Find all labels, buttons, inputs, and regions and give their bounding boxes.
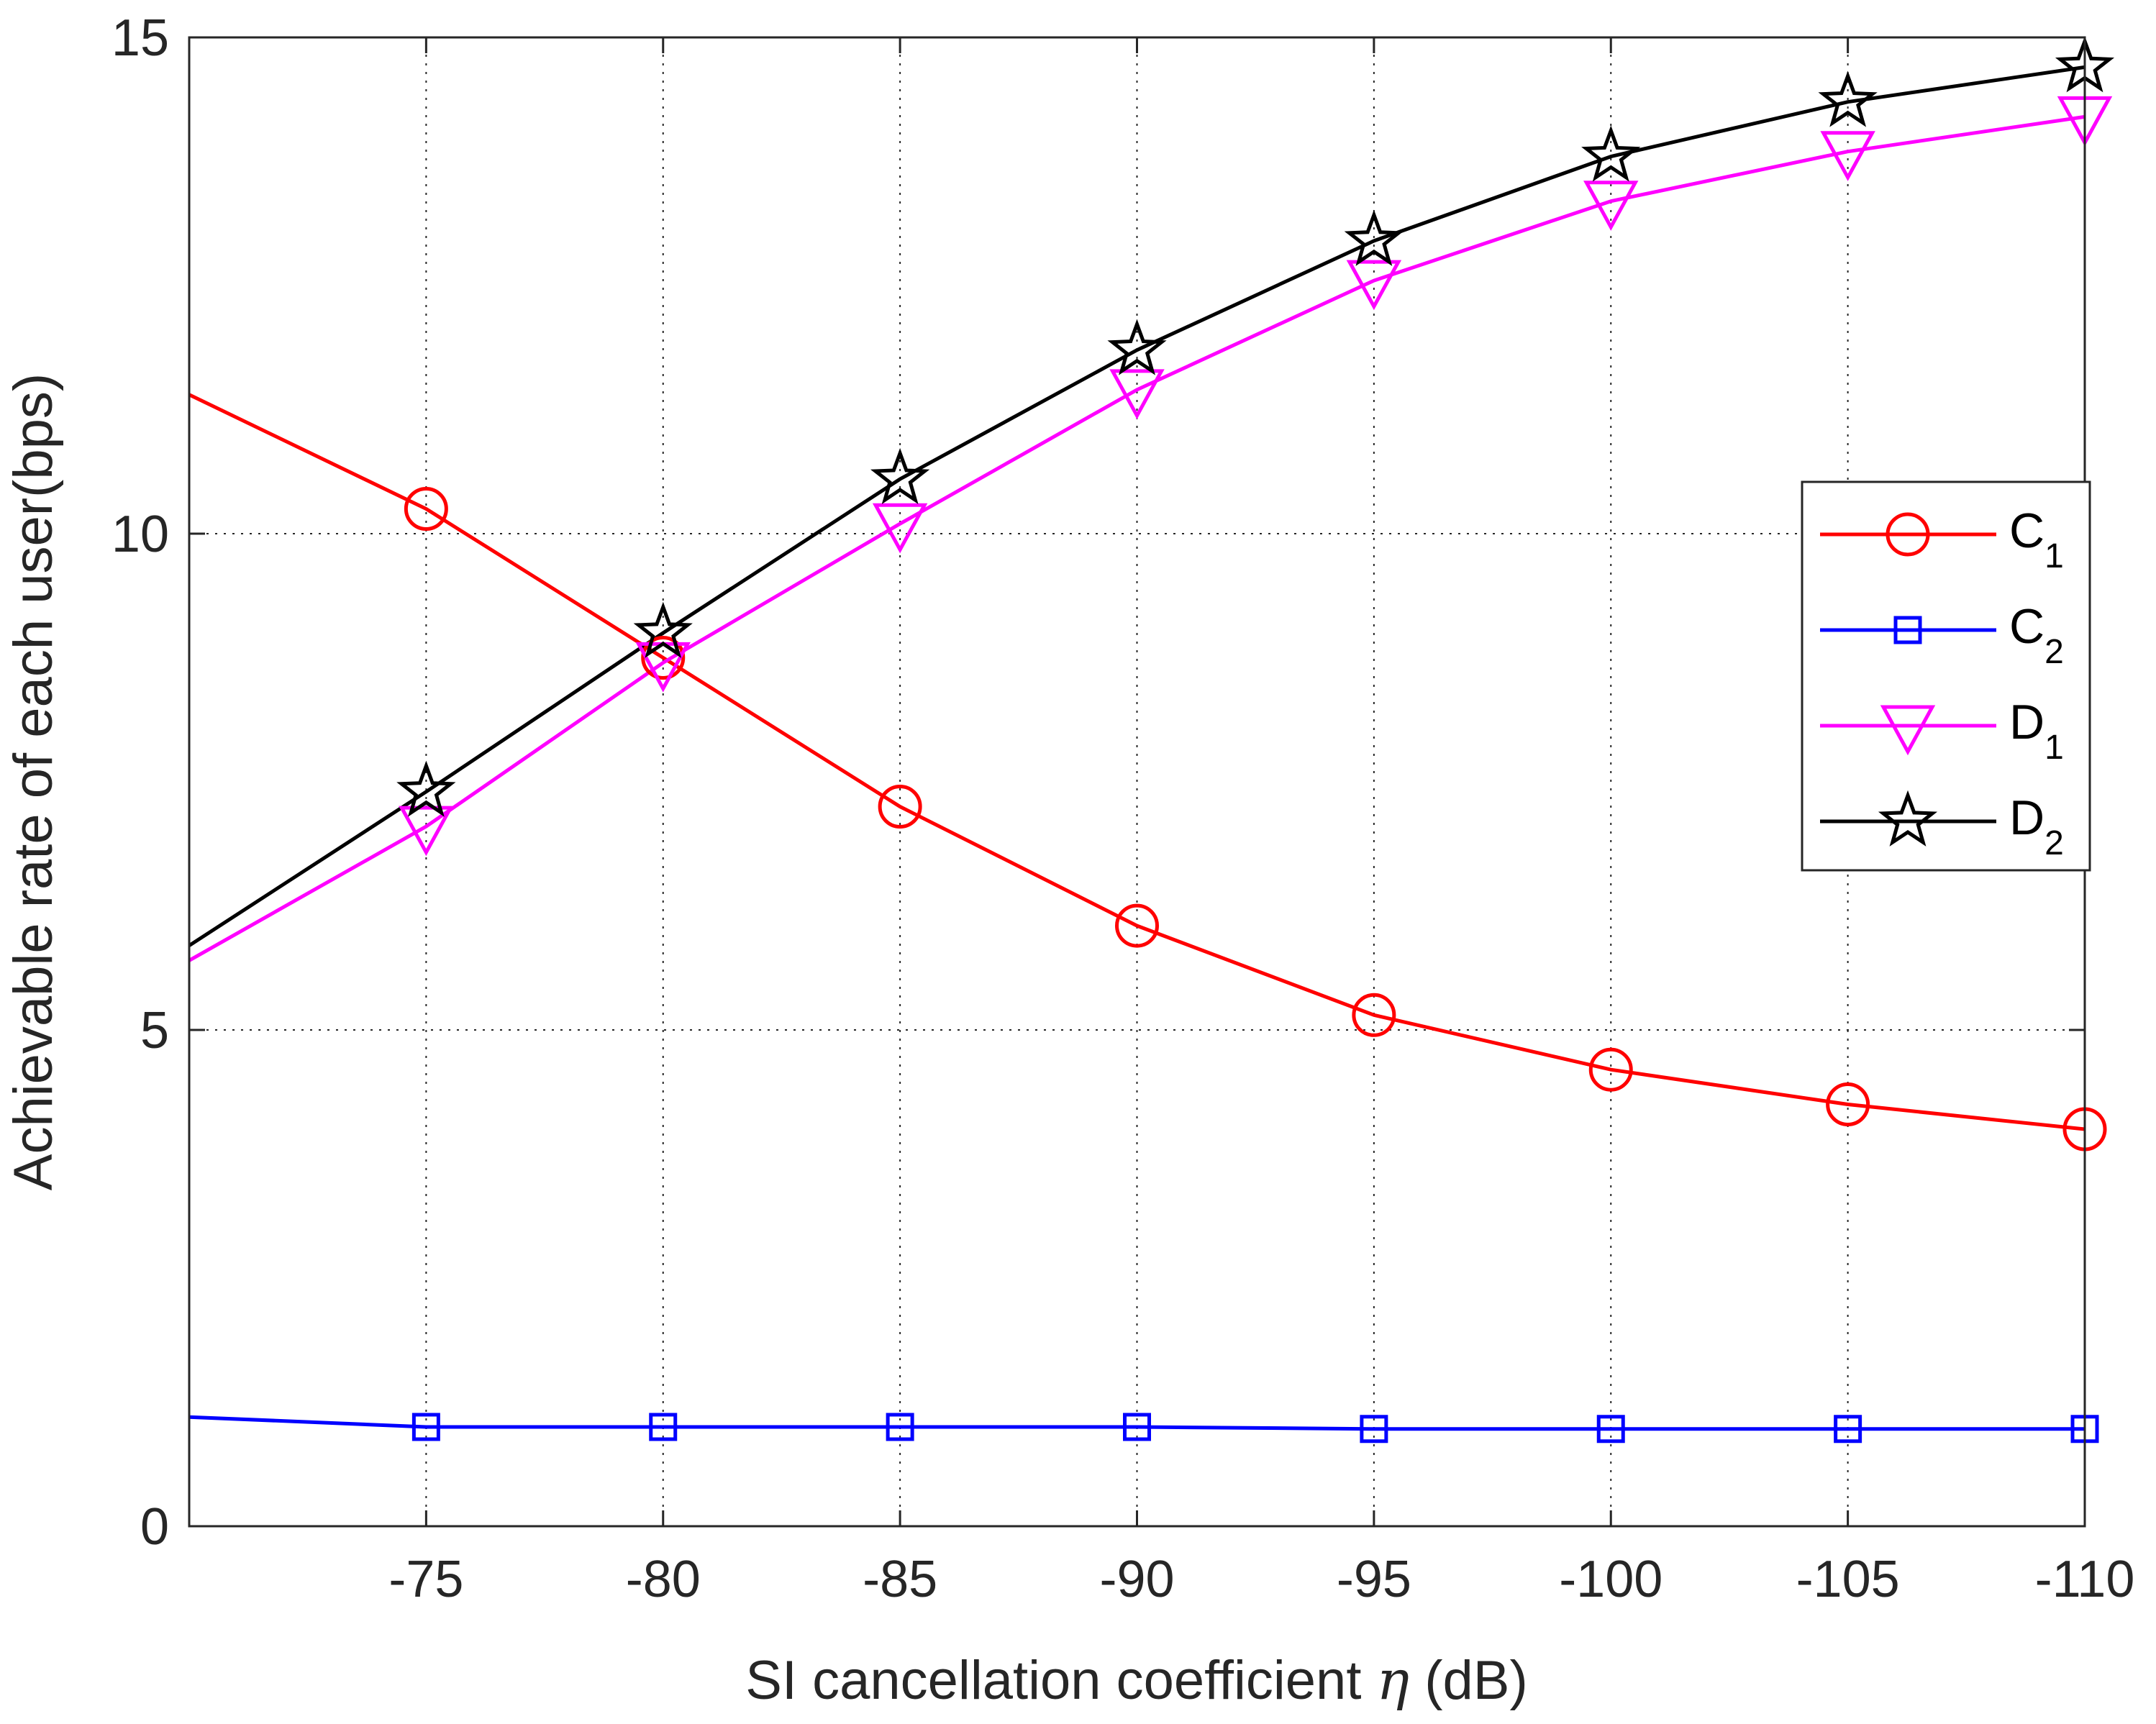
data-point-d1: [1820, 131, 1875, 181]
x-tick-label: -90: [1099, 1551, 1174, 1608]
data-point-d1: [1583, 181, 1639, 231]
data-point-d1: [872, 503, 928, 554]
x-tick-label: -80: [626, 1551, 701, 1608]
data-point-c2: [886, 1413, 914, 1441]
data-point-d1: [1346, 260, 1402, 311]
legend-label: D1: [2009, 695, 2064, 767]
y-axis-ticks: 0 5 10 15: [112, 9, 2085, 1556]
series-line-d1: [188, 114, 2086, 962]
data-point-d2: [1344, 209, 1404, 266]
x-tick-label: -100: [1559, 1551, 1663, 1608]
legend: C1 C2 D1 D2: [1801, 480, 2091, 872]
data-point-d2: [1581, 125, 1641, 182]
x-tick-label: -85: [863, 1551, 937, 1608]
y-axis-label: Achievable rate of each user(bps): [3, 373, 64, 1190]
y-tick-label: 10: [112, 506, 169, 563]
legend-entries: C1 C2 D1 D2: [1820, 503, 2064, 862]
data-point-c1: [1352, 993, 1396, 1037]
data-point-c2: [1123, 1413, 1151, 1441]
data-point-d2: [633, 601, 693, 658]
series-lines: [188, 65, 2086, 1431]
y-tick-label: 5: [140, 1002, 169, 1059]
data-point-c2: [649, 1413, 678, 1441]
x-axis-label: SI cancellation coefficient η (dB): [745, 1648, 1528, 1712]
legend-marker: [1886, 512, 1930, 557]
data-point-c2: [1596, 1415, 1625, 1443]
y-tick-label: 0: [140, 1498, 169, 1556]
legend-marker: [1893, 616, 1922, 644]
x-tick-label: -75: [388, 1551, 463, 1608]
x-tick-label: -105: [1796, 1551, 1900, 1608]
legend-marker: [1878, 790, 1938, 847]
data-point-c2: [1360, 1415, 1388, 1443]
data-point-c1: [641, 636, 686, 680]
y-tick-label: 15: [112, 9, 169, 67]
data-point-d1: [1109, 369, 1165, 420]
legend-label: C1: [2009, 503, 2064, 575]
data-point-c1: [404, 487, 448, 531]
data-point-d2: [870, 447, 930, 505]
data-point-c1: [1826, 1082, 1870, 1126]
x-axis-ticks: -75 -80 -85 -90 -95 -100 -105 -110: [388, 37, 2134, 1608]
data-point-c1: [1588, 1047, 1633, 1092]
x-tick-label: -95: [1337, 1551, 1411, 1608]
legend-label: C2: [2009, 599, 2064, 671]
data-point-d2: [396, 760, 456, 817]
data-point-c2: [411, 1413, 440, 1441]
legend-marker: [1880, 705, 1936, 756]
data-point-d2: [1818, 70, 1878, 127]
series-line-c1: [188, 393, 2086, 1131]
data-point-d1: [399, 806, 454, 857]
x-tick-label: -110: [2035, 1551, 2135, 1608]
data-point-c2: [1834, 1415, 1862, 1443]
series-line-d2: [188, 65, 2086, 947]
data-point-c1: [1115, 903, 1159, 948]
data-point-d2: [1107, 319, 1167, 375]
series-line-c2: [188, 1415, 2085, 1431]
legend-box: [1801, 480, 2091, 872]
legend-label: D2: [2009, 790, 2064, 862]
data-point-c1: [878, 785, 922, 829]
